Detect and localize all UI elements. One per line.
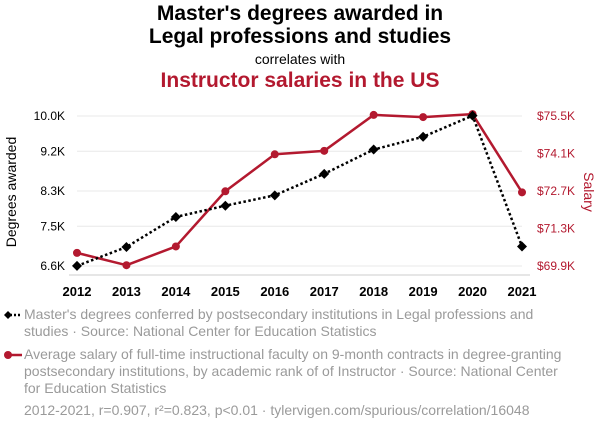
data-point-salary xyxy=(419,113,428,122)
data-point-salary xyxy=(122,261,131,270)
left-axis-tick-label: 9.2K xyxy=(40,144,65,158)
right-axis-tick-label: $74.1K xyxy=(537,147,575,161)
x-axis-tick-label: 2021 xyxy=(508,284,537,299)
chart-connector-text: correlates with xyxy=(254,51,346,67)
x-axis-tick-label: 2018 xyxy=(359,284,388,299)
data-point-salary xyxy=(221,187,230,196)
data-point-degrees xyxy=(170,211,181,222)
right-axis-label: Salary xyxy=(581,172,597,212)
right-axis-tick-label: $75.5K xyxy=(537,109,575,123)
chart-title-series2: Instructor salaries in the US xyxy=(160,69,440,92)
right-axis-tick-label: $69.9K xyxy=(537,259,575,273)
chart-title-line2: Legal professions and studies xyxy=(148,25,452,48)
x-axis-tick-label: 2013 xyxy=(112,284,141,299)
left-axis-tick-label: 7.5K xyxy=(40,219,65,233)
x-axis-tick-label: 2014 xyxy=(161,284,191,299)
legend-item-salary: Average salary of full-time instructiona… xyxy=(4,346,564,398)
series-line-salary xyxy=(76,112,524,267)
legend-item-degrees: Master's degrees conferred by postsecond… xyxy=(4,306,564,342)
x-axis-ticks: 2012 2013 2014 2015 2016 2017 2018 2019 2020 2021 xyxy=(63,284,537,299)
left-axis-tick-label: 6.6K xyxy=(40,259,65,273)
data-point-degrees xyxy=(418,131,429,142)
data-point-salary xyxy=(518,188,526,197)
data-point-salary xyxy=(73,248,81,257)
data-point-degrees xyxy=(467,110,478,121)
right-axis-tick-label: $72.7K xyxy=(537,184,575,198)
x-axis-tick-label: 2017 xyxy=(310,284,339,299)
data-point-salary xyxy=(270,150,279,159)
grid-lines xyxy=(69,115,530,276)
series-markers xyxy=(72,110,527,271)
right-axis-tick-label: $71.3K xyxy=(537,222,575,236)
data-point-salary xyxy=(320,146,329,155)
legend-text-salary: Average salary of full-time instructiona… xyxy=(24,346,562,396)
data-point-degrees xyxy=(517,241,527,252)
left-axis-label: Degrees awarded xyxy=(3,137,19,248)
legend-swatch-degrees xyxy=(4,311,22,319)
data-point-salary xyxy=(369,110,378,119)
left-axis-tick-label: 8.3K xyxy=(40,184,65,198)
x-axis-tick-label: 2020 xyxy=(458,284,487,299)
data-point-degrees xyxy=(72,260,82,271)
data-point-degrees xyxy=(368,144,379,155)
data-point-degrees xyxy=(319,168,330,179)
x-axis-tick-label: 2019 xyxy=(409,284,438,299)
legend-swatch-salary xyxy=(4,351,22,359)
x-axis-tick-label: 2012 xyxy=(63,284,92,299)
data-point-degrees xyxy=(220,200,231,211)
data-point-salary xyxy=(171,242,180,251)
chart-title-line1: Master's degrees awarded in xyxy=(156,2,444,25)
data-point-degrees xyxy=(121,242,132,253)
right-axis-ticks: $69.9K $71.3K $72.7K $74.1K $75.5K xyxy=(537,109,575,273)
data-point-degrees xyxy=(269,190,280,201)
legend-text-degrees: Master's degrees conferred by postsecond… xyxy=(24,306,534,339)
x-axis-tick-label: 2016 xyxy=(260,284,289,299)
series-lines xyxy=(76,112,524,268)
series-line-degrees xyxy=(76,114,524,268)
footer-stats: 2012-2021, r=0.907, r²=0.823, p<0.01 · t… xyxy=(24,402,530,418)
chart-area: 6.6K 7.5K 8.3K 9.2K 10.0K $69.9K $71.3K $72.7K… xyxy=(3,109,597,299)
left-axis-ticks: 6.6K 7.5K 8.3K 9.2K 10.0K xyxy=(34,109,65,273)
left-axis-tick-label: 10.0K xyxy=(34,109,65,123)
x-axis-tick-label: 2015 xyxy=(211,284,240,299)
